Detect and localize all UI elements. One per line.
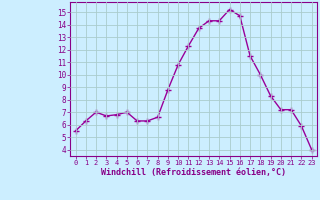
X-axis label: Windchill (Refroidissement éolien,°C): Windchill (Refroidissement éolien,°C) (101, 168, 286, 177)
